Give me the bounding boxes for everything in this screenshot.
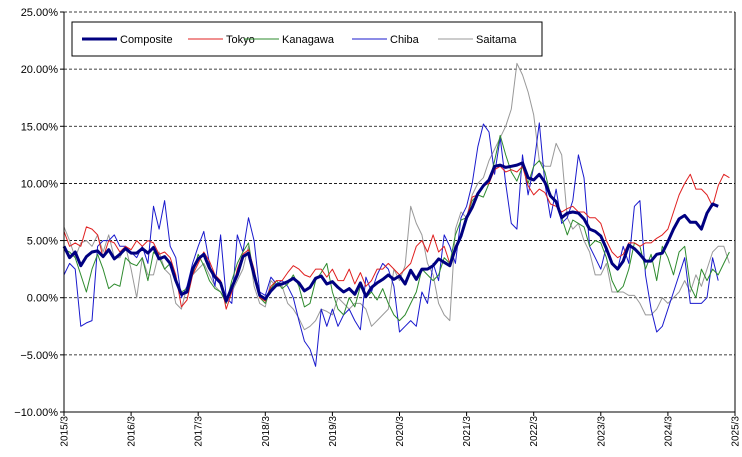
y-tick-label: −10.00% xyxy=(14,407,58,419)
y-tick-label: 5.00% xyxy=(27,236,58,248)
x-tick-labels: 2015/3 2016/3 2017/3 2018/3 2019/3 2020/3 2021… xyxy=(60,416,742,447)
x-tick-label: 2017/3 xyxy=(194,416,205,447)
x-tick-label: 2016/3 xyxy=(127,416,138,447)
x-tick-label: 2015/3 xyxy=(60,416,71,447)
y-tick-label: 10.00% xyxy=(21,178,59,190)
legend: Composite Tokyo Kanagawa Chiba Saitama xyxy=(71,21,543,57)
x-tick-label: 2022/3 xyxy=(529,416,540,447)
x-tick-label: 2019/3 xyxy=(328,416,339,447)
x-tick-label: 2024/3 xyxy=(663,416,674,447)
series-composite-line xyxy=(62,161,719,303)
series-saitama-line xyxy=(63,62,730,331)
y-tick-labels: −10.00% −5.00% 0.00% 5.00% 10.00% 15.00% 20.00… xyxy=(14,7,58,419)
x-tick-label: 2020/3 xyxy=(395,416,406,447)
series-layer xyxy=(62,62,730,367)
gridlines xyxy=(64,11,735,356)
y-tick-label: 15.00% xyxy=(21,121,59,133)
legend-label-saitama: Saitama xyxy=(476,34,517,46)
y-tick-label: 25.00% xyxy=(21,7,59,19)
legend-label-chiba: Chiba xyxy=(390,34,420,46)
legend-label-kanagawa: Kanagawa xyxy=(282,34,335,46)
y-tick-label: 0.00% xyxy=(27,293,58,305)
legend-label-composite: Composite xyxy=(120,34,173,46)
series-tokyo-line xyxy=(63,165,730,310)
x-tick-label: 2021/3 xyxy=(462,416,473,447)
x-tick-label: 2023/3 xyxy=(596,416,607,447)
x-tick-label: 2025/3 xyxy=(731,416,742,447)
series-chiba-line xyxy=(63,122,719,367)
axes xyxy=(60,11,736,416)
series-kanagawa-line xyxy=(63,134,730,322)
y-tick-label: −5.00% xyxy=(20,350,58,362)
legend-label-tokyo: Tokyo xyxy=(226,34,255,46)
y-tick-label: 20.00% xyxy=(21,64,59,76)
x-tick-label: 2018/3 xyxy=(261,416,272,447)
